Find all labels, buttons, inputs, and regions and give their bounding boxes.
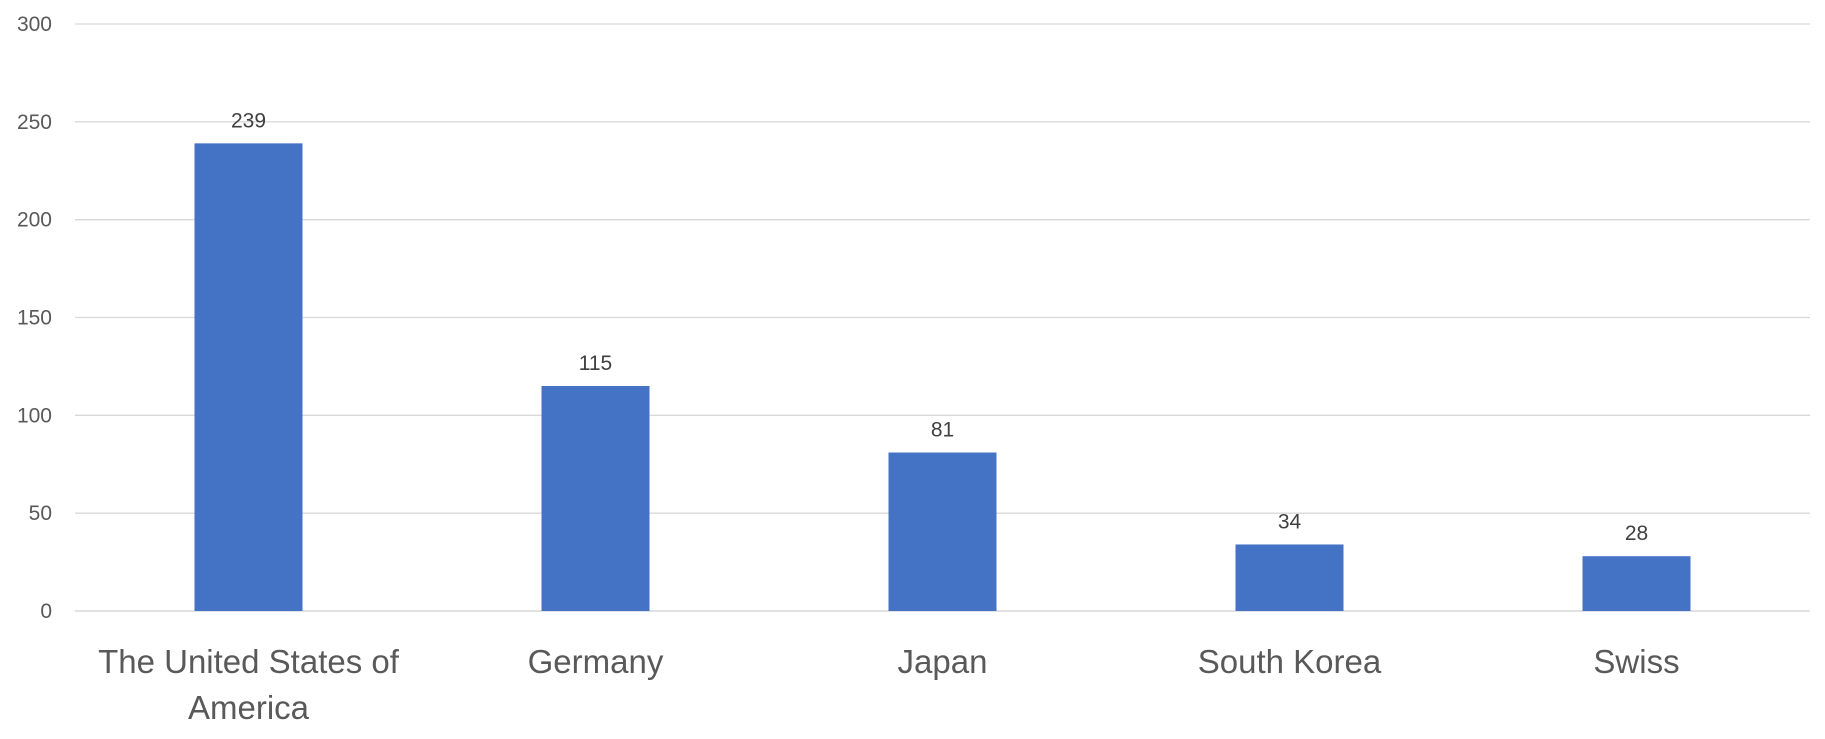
y-tick-label: 100 — [17, 404, 52, 427]
x-tick-label-line: America — [188, 689, 310, 726]
x-tick-label-line: The United States of — [98, 643, 400, 680]
bar — [194, 143, 303, 611]
bar — [1582, 556, 1691, 611]
x-tick-label: Japan — [898, 643, 988, 680]
bar — [541, 385, 650, 611]
x-tick-label: Swiss — [1593, 643, 1679, 680]
y-tick-label: 50 — [29, 502, 52, 525]
data-label: 34 — [1278, 510, 1302, 533]
x-tick-label: The United States of America — [98, 643, 400, 726]
y-tick-label: 0 — [40, 600, 52, 623]
y-tick-label: 250 — [17, 111, 52, 134]
x-tick-label-line: Swiss — [1593, 643, 1679, 680]
data-labels: 239 115 81 34 28 — [231, 109, 1648, 545]
data-label: 28 — [1625, 522, 1648, 545]
x-tick-label-line: Germany — [528, 643, 664, 680]
bars — [194, 143, 1691, 611]
y-tick-label: 300 — [17, 13, 52, 36]
bar — [1235, 544, 1344, 611]
x-tick-label: Germany — [528, 643, 664, 680]
bar — [888, 452, 997, 611]
x-axis-tick-labels: The United States of America Germany Japan S… — [98, 643, 1680, 726]
y-tick-label: 200 — [17, 209, 52, 232]
y-tick-label: 150 — [17, 307, 52, 330]
x-tick-label-line: South Korea — [1198, 643, 1382, 680]
x-tick-label-line: Japan — [898, 643, 988, 680]
x-tick-label: South Korea — [1198, 643, 1382, 680]
data-label: 81 — [931, 419, 954, 442]
data-label: 239 — [231, 109, 266, 132]
y-axis-tick-labels: 0 50 100 150 200 250 300 — [17, 13, 52, 623]
gridlines — [75, 23, 1810, 612]
data-label: 115 — [579, 352, 612, 375]
